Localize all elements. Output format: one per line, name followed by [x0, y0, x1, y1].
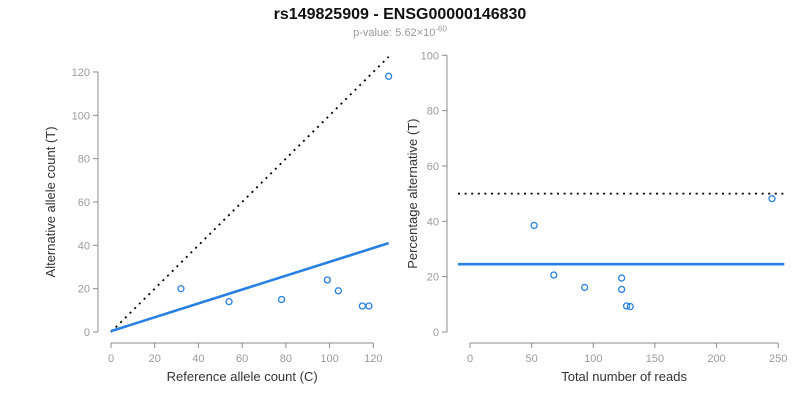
x-tick-label: 100 — [320, 353, 338, 365]
figure-subtitle: p-value: 5.62×10-60 — [0, 24, 800, 39]
data-point — [580, 283, 589, 292]
y-tick-label: 20 — [78, 284, 90, 296]
data-point — [550, 271, 558, 279]
x-tick-label: 60 — [236, 353, 248, 365]
x-tick-label: 40 — [192, 353, 204, 365]
data-point — [177, 285, 185, 293]
y-tick-label: 60 — [78, 197, 90, 209]
data-point — [617, 274, 626, 282]
y-tick-label: 40 — [78, 240, 90, 252]
fit-line — [110, 241, 390, 333]
pvalue-text: p-value: 5.62×10 — [353, 27, 436, 39]
x-tick-label: 20 — [149, 353, 161, 365]
x-tick-label: 0 — [108, 353, 114, 365]
data-point — [768, 194, 776, 203]
data-point — [365, 302, 373, 310]
data-point — [617, 285, 626, 294]
x-tick-label: 80 — [280, 353, 292, 365]
y-tick-label: 100 — [421, 50, 439, 62]
y-tick-label: 120 — [72, 67, 90, 79]
y-tick-label: 0 — [433, 327, 439, 339]
x-axis-title: Reference allele count (C) — [167, 369, 318, 384]
y-tick-label: 100 — [72, 110, 90, 122]
data-point — [384, 72, 393, 80]
data-point — [358, 302, 367, 310]
y-tick-label: 60 — [427, 161, 439, 173]
x-tick-label: 150 — [646, 353, 664, 365]
x-tick-label: 0 — [467, 353, 473, 365]
y-axis-title: Percentage alternative (T) — [405, 119, 420, 269]
data-point — [225, 298, 233, 306]
y-tick-label: 20 — [427, 272, 439, 284]
y-tick-label: 0 — [84, 327, 90, 339]
left-plot: 0 20 40 60 80 100 120 0 20 40 60 80 100 120 Reference … — [43, 56, 393, 384]
data-point — [334, 287, 342, 295]
data-point — [530, 221, 538, 230]
x-tick-label: 250 — [769, 353, 787, 365]
y-tick-label: 80 — [78, 154, 90, 166]
y-axis-title: Alternative allele count (T) — [43, 126, 58, 277]
pvalue-exponent: -60 — [435, 24, 447, 34]
right-plot: 0 20 40 60 80 100 0 50 100 150 200 250 Total number … — [405, 50, 787, 384]
x-tick-label: 200 — [707, 353, 725, 365]
x-tick-label: 100 — [584, 353, 602, 365]
data-point — [626, 302, 634, 311]
y-tick-label: 80 — [427, 106, 439, 118]
x-axis-title: Total number of reads — [561, 369, 687, 384]
y-tick-label: 40 — [427, 216, 439, 228]
x-tick-label: 50 — [526, 353, 538, 365]
data-point — [277, 295, 286, 304]
data-point — [622, 302, 631, 310]
figure-title: rs149825909 - ENSG00000146830 — [273, 6, 527, 23]
identity-line — [110, 56, 390, 333]
x-tick-label: 120 — [364, 353, 382, 365]
data-point — [323, 276, 332, 284]
